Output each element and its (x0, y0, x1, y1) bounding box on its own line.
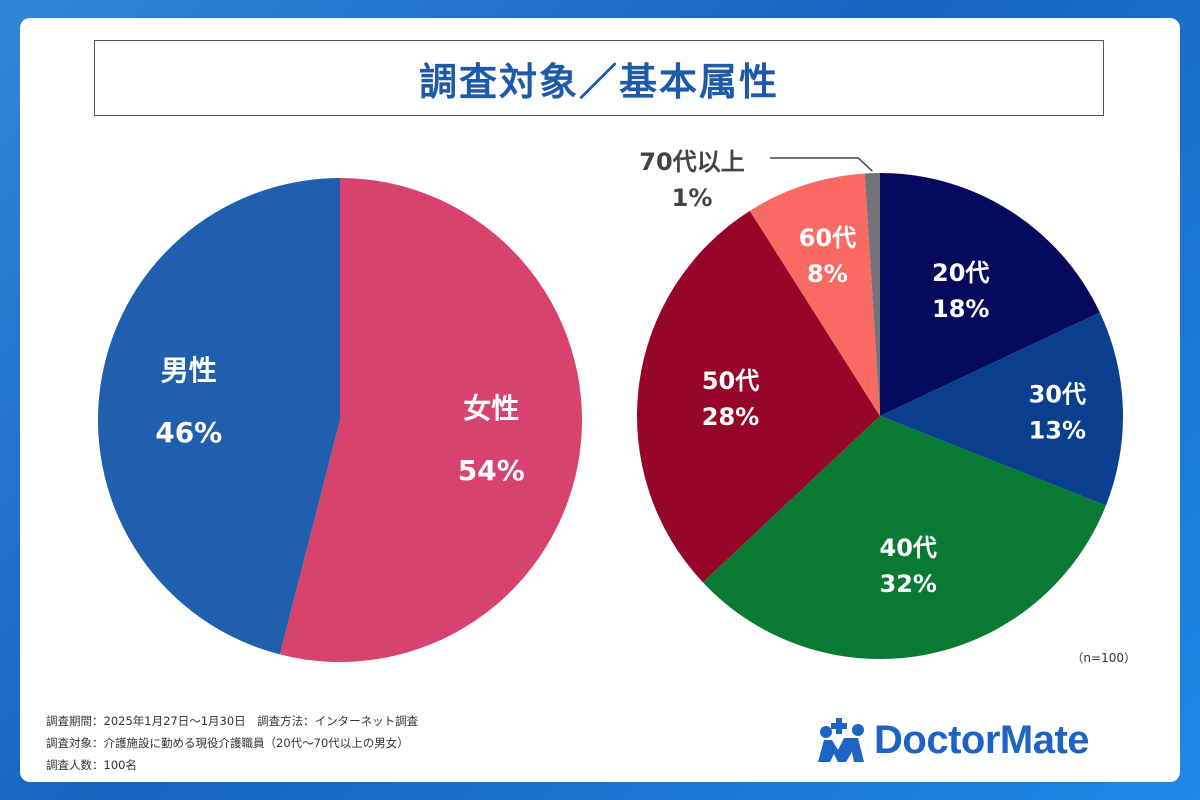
survey-footnotes: 調査期間：2025年1月27日〜1月30日 調査方法：インターネット調査 調査対… (46, 710, 418, 776)
pie-slice-1-2 (702, 416, 1106, 660)
slice-value-0-0: 54% (458, 454, 525, 487)
logo-text: DoctorMate (874, 717, 1090, 762)
pie-slice-1-3 (636, 210, 880, 583)
pie-slice-1-4 (749, 173, 880, 416)
slice-name-1-0: 20代 (932, 259, 989, 287)
leader-line-1-5 (770, 157, 873, 172)
pie-slice-1-0 (880, 173, 1100, 416)
slice-value-0-1: 46% (155, 416, 222, 449)
pie-slice-0-1 (98, 178, 340, 655)
slice-name-1-4: 60代 (799, 224, 856, 252)
age-pie-chart: 20代 18% 30代 13% 40代 32% 50代 28% 60代 8% 70代以上 1% (636, 148, 1123, 660)
slice-name-1-2: 40代 (880, 534, 937, 562)
footnote-target: 調査対象：介護施設に勤める現役介護職員（20代〜70代以上の男女） (46, 736, 409, 750)
slice-value-1-2: 32% (880, 570, 937, 598)
page-title: 調査対象／基本属性 (418, 59, 779, 104)
pie-slice-1-1 (880, 312, 1123, 506)
slice-name-0-0: 女性 (463, 392, 519, 425)
slice-value-1-4: 8% (807, 260, 848, 288)
title-box: 調査対象／基本属性 (94, 40, 1104, 116)
brand-logo: DoctorMate (816, 710, 1090, 770)
gender-pie-chart: 女性 54% 男性 46% (98, 177, 583, 662)
doctor-mate-icon (818, 718, 864, 762)
pie-slice-0-0 (279, 177, 583, 662)
slice-value-1-5: 1% (672, 184, 713, 212)
footnote-period: 調査期間：2025年1月27日〜1月30日 調査方法：インターネット調査 (46, 714, 419, 728)
slice-name-1-3: 50代 (702, 367, 759, 395)
slice-value-1-1: 13% (1029, 416, 1086, 444)
slice-name-1-5: 70代以上 (639, 148, 744, 176)
footnote-count: 調査人数：100名 (46, 758, 137, 772)
slice-value-1-3: 28% (702, 403, 759, 431)
slice-value-1-0: 18% (932, 295, 989, 323)
slice-name-0-1: 男性 (161, 354, 217, 387)
sample-size-label: （n=100） (1071, 651, 1136, 665)
slice-name-1-1: 30代 (1029, 380, 1086, 408)
pie-slice-1-5 (864, 173, 880, 416)
